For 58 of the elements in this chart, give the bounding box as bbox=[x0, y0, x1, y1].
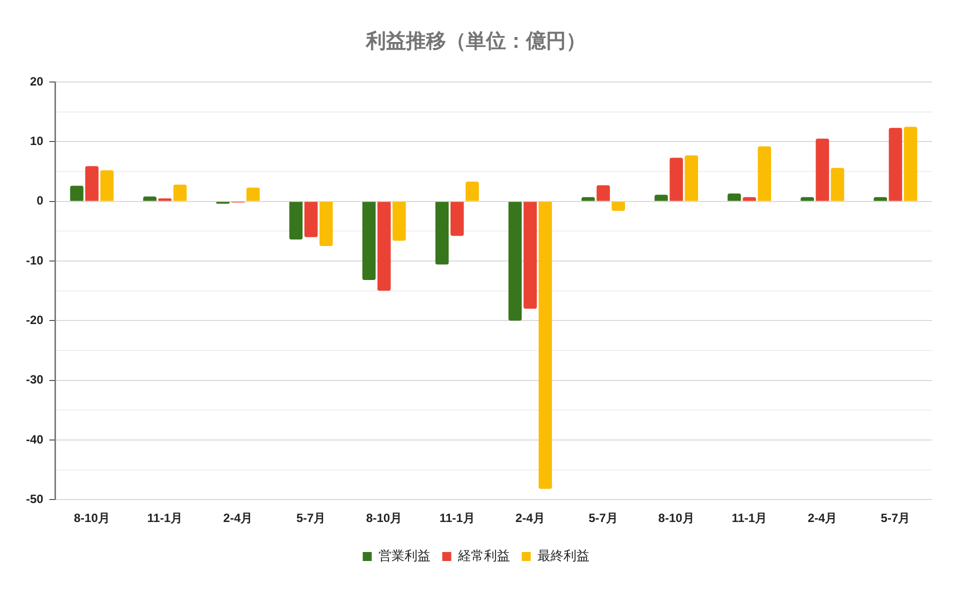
bar bbox=[524, 202, 537, 309]
bar bbox=[742, 197, 756, 201]
y-tick-label: -50 bbox=[26, 492, 44, 506]
bar bbox=[830, 168, 844, 201]
bar bbox=[596, 185, 610, 201]
y-tick-label: 10 bbox=[30, 134, 44, 148]
bar bbox=[143, 196, 156, 201]
bar bbox=[670, 158, 683, 201]
bar bbox=[319, 202, 333, 246]
bar bbox=[289, 202, 303, 240]
x-tick-label: 2-4月 bbox=[223, 511, 253, 526]
bar bbox=[904, 126, 918, 201]
legend-label: 営業利益 bbox=[378, 548, 430, 564]
x-tick-label: 8-10月 bbox=[658, 511, 694, 526]
bar bbox=[728, 194, 741, 201]
x-tick-label: 11-1月 bbox=[147, 511, 183, 526]
bar bbox=[888, 128, 902, 201]
bar bbox=[582, 197, 595, 201]
chart-title: 利益推移（単位：億円） bbox=[365, 30, 586, 53]
x-tick-label: 11-1月 bbox=[439, 511, 475, 526]
y-tick-label: -40 bbox=[26, 432, 44, 446]
y-tick-label: -30 bbox=[26, 372, 44, 387]
bar bbox=[758, 146, 772, 201]
legend-label: 経常利益 bbox=[456, 548, 510, 564]
bar bbox=[450, 202, 464, 236]
y-tick-label: 20 bbox=[30, 74, 44, 88]
x-tick-label: 2-4月 bbox=[808, 511, 838, 526]
bar bbox=[100, 170, 114, 201]
bar bbox=[684, 155, 698, 201]
x-tick-label: 11-1月 bbox=[732, 511, 768, 526]
bar bbox=[173, 184, 187, 201]
x-tick-label: 8-10月 bbox=[74, 511, 110, 526]
bar bbox=[654, 194, 668, 201]
bar bbox=[362, 202, 376, 280]
bar bbox=[612, 202, 625, 211]
bar bbox=[304, 202, 318, 238]
y-tick-label: 0 bbox=[36, 194, 44, 208]
bar bbox=[800, 197, 814, 201]
bar bbox=[377, 202, 391, 291]
bar bbox=[85, 166, 99, 201]
x-tick-label: 2-4月 bbox=[516, 511, 545, 526]
legend-label: 最終利益 bbox=[537, 548, 590, 564]
bar bbox=[246, 188, 260, 201]
y-tick-label: -10 bbox=[26, 253, 44, 268]
bar bbox=[70, 186, 84, 201]
bar bbox=[392, 202, 406, 241]
bar bbox=[874, 197, 888, 201]
bar bbox=[538, 202, 552, 489]
bar bbox=[466, 182, 479, 201]
y-tick-label: -20 bbox=[26, 312, 44, 327]
bar bbox=[158, 198, 172, 201]
x-tick-label: 5-7月 bbox=[296, 511, 326, 526]
bar bbox=[435, 202, 449, 265]
x-tick-label: 5-7月 bbox=[588, 511, 618, 526]
x-tick-label: 8-10月 bbox=[366, 511, 402, 526]
x-tick-label: 5-7月 bbox=[880, 511, 910, 526]
bar bbox=[816, 138, 830, 201]
bar bbox=[508, 202, 522, 321]
